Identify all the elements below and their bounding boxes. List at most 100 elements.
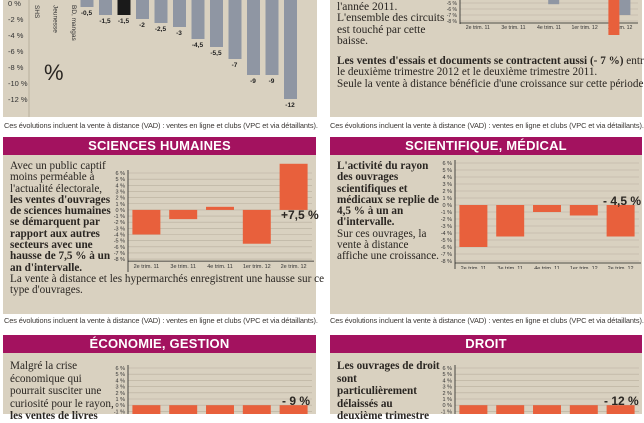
y-tick-label: -1 % <box>114 409 125 414</box>
text-line: Les ouvrages de droit <box>337 360 440 373</box>
y-tick-label: 1 % <box>116 202 126 208</box>
y-tick-label: -1 % <box>441 210 452 216</box>
data-label: -9 <box>269 78 275 85</box>
y-tick-label: 2 % <box>116 196 126 202</box>
unit-symbol: % <box>44 60 64 86</box>
highlight-value: +7,5 % <box>281 208 319 222</box>
y-tick-label: 0 % <box>443 203 453 209</box>
footnote: Ces évolutions incluent la vente à dista… <box>330 316 644 325</box>
y-tick-label: -4 % <box>441 231 452 237</box>
bar <box>118 0 131 15</box>
y-tick-label: 0 % <box>8 0 21 8</box>
category-label: Jeunesse <box>52 5 59 33</box>
data-label: -1,5 <box>99 18 111 25</box>
y-tick-label: 1 % <box>443 397 453 403</box>
y-tick-label: 2 % <box>443 189 453 195</box>
chart-scientifique: 6 %5 %4 %3 %2 %1 %0 %-1 %-2 %-3 %-4 %-5 … <box>432 157 642 269</box>
bar <box>280 164 308 210</box>
y-tick-label: 1 % <box>116 397 126 403</box>
bar <box>608 0 619 35</box>
sci-text: L'activité du rayon des ouvrages scienti… <box>337 161 439 263</box>
text-line: type d'ouvrages. <box>10 285 324 296</box>
x-tick-label: 4e trim. 11 <box>537 25 561 31</box>
data-label: -9 <box>250 78 256 85</box>
data-label: -3 <box>176 30 182 37</box>
x-tick-label: 3e trim. 11 <box>497 266 523 269</box>
x-tick-label: 3e trim. 11 <box>501 25 525 31</box>
y-tick-label: -7 % <box>114 251 125 257</box>
y-tick-label: -2 % <box>8 15 24 24</box>
y-tick-label: 6 % <box>116 171 126 177</box>
y-tick-label: 5 % <box>443 168 453 174</box>
y-tick-label: 2 % <box>443 391 453 397</box>
bar <box>132 405 160 414</box>
y-tick-label: -8 % <box>441 259 452 265</box>
header-economie: ÉCONOMIE, GESTION <box>3 335 316 353</box>
text-line: le deuxième trimestre 2012 et le deuxièm… <box>337 67 644 78</box>
footnote: Ces évolutions incluent la vente à dista… <box>330 121 644 130</box>
y-tick-label: -6 % <box>8 47 24 56</box>
data-label: -7 <box>232 62 238 69</box>
highlight-value: - 12 % <box>604 394 639 408</box>
bar <box>459 405 487 414</box>
text-line: pourrait susciter une <box>10 385 114 398</box>
highlight-value: - 4,5 % <box>603 194 641 208</box>
text-line: des ouvrages <box>337 172 439 183</box>
eco-text: Malgré la crise économique qui pourrait … <box>10 360 114 423</box>
essais-text: l'année 2011. L'ensemble des circuits es… <box>337 2 444 47</box>
text-line: curiosité pour le rayon, <box>10 398 114 411</box>
y-tick-label: 5 % <box>116 372 126 378</box>
bar <box>155 0 168 23</box>
x-tick-label: 4e trim. 11 <box>207 264 233 270</box>
x-tick-label: 2e trim. 11 <box>466 25 490 31</box>
header-droit: DROIT <box>330 335 642 353</box>
text-line: baisse. <box>337 36 444 47</box>
y-tick-label: 6 % <box>443 366 453 372</box>
footnote: Ces évolutions incluent la vente à dista… <box>4 121 318 130</box>
y-tick-label: -12 % <box>8 95 28 104</box>
bar <box>229 0 242 59</box>
text-line: délaissés au <box>337 398 440 411</box>
x-tick-label: 3e trim. 11 <box>170 264 196 270</box>
y-tick-label: 1 % <box>443 196 453 202</box>
x-tick-label: 1er trim. 12 <box>570 266 598 269</box>
bar <box>210 0 223 47</box>
bar <box>548 0 559 4</box>
data-label: -12 <box>285 102 295 109</box>
y-tick-label: 4 % <box>443 175 453 181</box>
y-tick-label: -7 % <box>441 252 452 258</box>
y-tick-label: -1 % <box>114 214 125 220</box>
essais-paragraph: Les ventes d'essais et documents se cont… <box>337 56 644 90</box>
y-tick-label: -10 % <box>8 79 28 88</box>
x-tick-label: 2e trim. 11 <box>461 266 487 269</box>
x-tick-label: 4e trim. 11 <box>534 266 560 269</box>
paragraph-bold: Les ventes d'essais et documents se cont… <box>337 55 624 67</box>
y-tick-label: -3 % <box>114 226 125 232</box>
y-tick-label: 3 % <box>443 182 453 188</box>
footnote: Ces évolutions incluent la vente à dista… <box>4 316 318 325</box>
y-tick-label: -4 % <box>8 31 24 40</box>
text-line: les ventes de livres <box>10 410 114 423</box>
x-tick-label: 1er trim. 12 <box>243 264 271 270</box>
category-label: BD, mangas <box>70 5 77 42</box>
y-tick-label: 4 % <box>116 183 126 189</box>
y-tick-label: 4 % <box>116 378 126 384</box>
header-sciences-humaines: SCIENCES HUMAINES <box>3 137 316 155</box>
bar <box>570 205 598 216</box>
y-tick-label: -8 % <box>114 257 125 263</box>
bar <box>206 405 234 414</box>
x-tick-label: 2e trim. 12 <box>281 264 307 270</box>
bar <box>266 0 279 75</box>
highlight-value: - 9 % <box>282 394 310 408</box>
bar <box>192 0 205 39</box>
y-tick-label: -1 % <box>441 409 452 414</box>
y-tick-label: -5 % <box>441 238 452 244</box>
paragraph-rest: entre <box>624 55 644 67</box>
bar <box>99 0 112 15</box>
text-line: deuxième trimestre <box>337 410 440 423</box>
bar <box>533 205 561 212</box>
bar <box>243 210 271 244</box>
text-line: Seule la vente à distance bénéficie d'un… <box>337 79 644 90</box>
y-tick-label: 5 % <box>443 372 453 378</box>
